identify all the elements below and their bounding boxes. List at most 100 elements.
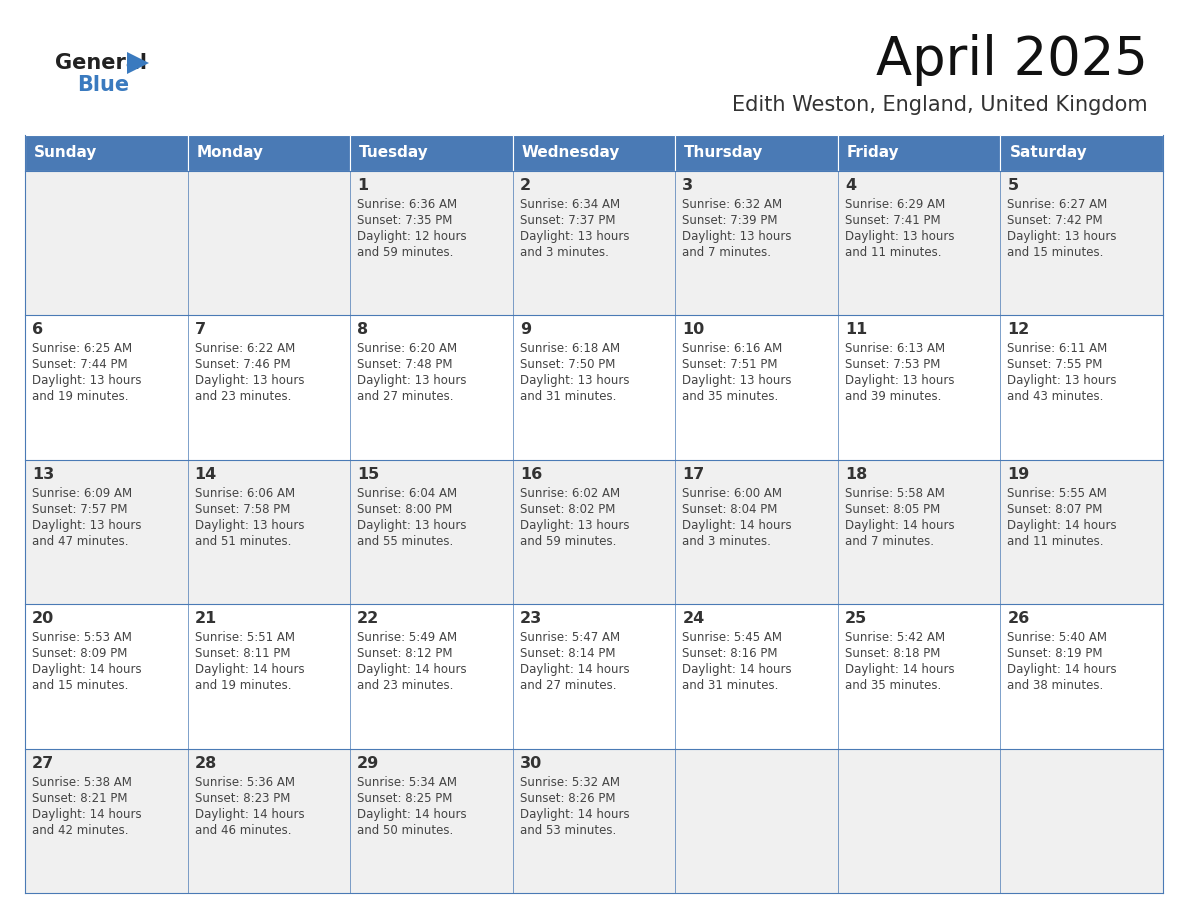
Text: Daylight: 13 hours: Daylight: 13 hours (682, 230, 791, 243)
Text: Sunset: 7:39 PM: Sunset: 7:39 PM (682, 214, 778, 227)
Text: 12: 12 (1007, 322, 1030, 338)
Bar (1000, 135, 1163, 171)
Bar (838, 171, 1000, 316)
Text: Sunrise: 6:00 AM: Sunrise: 6:00 AM (682, 487, 782, 499)
Text: Sunrise: 6:25 AM: Sunrise: 6:25 AM (32, 342, 132, 355)
Text: Sunset: 8:04 PM: Sunset: 8:04 PM (682, 503, 778, 516)
Text: Sunrise: 5:42 AM: Sunrise: 5:42 AM (845, 632, 944, 644)
Text: Sunrise: 5:49 AM: Sunrise: 5:49 AM (358, 632, 457, 644)
Text: Sunset: 8:12 PM: Sunset: 8:12 PM (358, 647, 453, 660)
Text: Sunrise: 5:40 AM: Sunrise: 5:40 AM (1007, 632, 1107, 644)
Bar (675, 171, 838, 316)
Text: 8: 8 (358, 322, 368, 338)
Text: and 46 minutes.: and 46 minutes. (195, 823, 291, 836)
Text: Sunrise: 6:29 AM: Sunrise: 6:29 AM (845, 198, 946, 211)
Bar (350, 604, 513, 748)
Text: Daylight: 14 hours: Daylight: 14 hours (1007, 519, 1117, 532)
Text: 20: 20 (32, 611, 55, 626)
Text: Sunset: 8:00 PM: Sunset: 8:00 PM (358, 503, 453, 516)
Text: Daylight: 14 hours: Daylight: 14 hours (682, 663, 792, 677)
Bar (675, 135, 838, 171)
Bar (188, 748, 350, 893)
Text: 3: 3 (682, 178, 694, 193)
Text: and 23 minutes.: and 23 minutes. (358, 679, 454, 692)
Text: Sunrise: 5:58 AM: Sunrise: 5:58 AM (845, 487, 944, 499)
Bar (350, 135, 513, 171)
Text: Daylight: 13 hours: Daylight: 13 hours (1007, 375, 1117, 387)
Text: Sunset: 7:42 PM: Sunset: 7:42 PM (1007, 214, 1102, 227)
Text: 30: 30 (519, 756, 542, 770)
Text: Daylight: 14 hours: Daylight: 14 hours (32, 808, 141, 821)
Text: Sunrise: 5:36 AM: Sunrise: 5:36 AM (195, 776, 295, 789)
Text: Sunset: 8:18 PM: Sunset: 8:18 PM (845, 647, 940, 660)
Bar (1000, 171, 1163, 316)
Text: Sunset: 7:53 PM: Sunset: 7:53 PM (845, 358, 940, 372)
Text: Daylight: 13 hours: Daylight: 13 hours (32, 375, 141, 387)
Text: 25: 25 (845, 611, 867, 626)
Text: and 47 minutes.: and 47 minutes. (32, 535, 128, 548)
Text: and 3 minutes.: and 3 minutes. (682, 535, 771, 548)
Text: Daylight: 14 hours: Daylight: 14 hours (358, 808, 467, 821)
Bar (25, 135, 188, 171)
Text: Sunset: 8:14 PM: Sunset: 8:14 PM (519, 647, 615, 660)
Text: and 31 minutes.: and 31 minutes. (519, 390, 617, 403)
Text: 27: 27 (32, 756, 55, 770)
Text: Sunrise: 6:34 AM: Sunrise: 6:34 AM (519, 198, 620, 211)
Text: Daylight: 14 hours: Daylight: 14 hours (1007, 663, 1117, 677)
Bar (25, 171, 188, 316)
Text: Sunday: Sunday (34, 145, 97, 161)
Text: Wednesday: Wednesday (522, 145, 620, 161)
Text: Sunrise: 6:11 AM: Sunrise: 6:11 AM (1007, 342, 1107, 355)
Text: and 27 minutes.: and 27 minutes. (358, 390, 454, 403)
Bar (1000, 748, 1163, 893)
Bar (188, 604, 350, 748)
Bar (188, 316, 350, 460)
Text: 19: 19 (1007, 466, 1030, 482)
Text: Sunset: 8:23 PM: Sunset: 8:23 PM (195, 791, 290, 804)
Text: Sunrise: 6:20 AM: Sunrise: 6:20 AM (358, 342, 457, 355)
Bar (513, 604, 675, 748)
Text: Daylight: 13 hours: Daylight: 13 hours (358, 375, 467, 387)
Text: and 55 minutes.: and 55 minutes. (358, 535, 454, 548)
Bar (838, 748, 1000, 893)
Bar (350, 171, 513, 316)
Text: Sunrise: 5:32 AM: Sunrise: 5:32 AM (519, 776, 620, 789)
Text: Daylight: 13 hours: Daylight: 13 hours (519, 230, 630, 243)
Text: and 51 minutes.: and 51 minutes. (195, 535, 291, 548)
Text: Daylight: 13 hours: Daylight: 13 hours (358, 519, 467, 532)
Bar (513, 460, 675, 604)
Text: Daylight: 13 hours: Daylight: 13 hours (1007, 230, 1117, 243)
Text: and 38 minutes.: and 38 minutes. (1007, 679, 1104, 692)
Text: Sunset: 7:58 PM: Sunset: 7:58 PM (195, 503, 290, 516)
Bar (675, 316, 838, 460)
Text: Daylight: 14 hours: Daylight: 14 hours (519, 663, 630, 677)
Text: 16: 16 (519, 466, 542, 482)
Bar (1000, 460, 1163, 604)
Text: and 59 minutes.: and 59 minutes. (519, 535, 617, 548)
Text: Sunrise: 5:45 AM: Sunrise: 5:45 AM (682, 632, 782, 644)
Text: General: General (55, 53, 147, 73)
Text: Sunrise: 5:47 AM: Sunrise: 5:47 AM (519, 632, 620, 644)
Text: Daylight: 14 hours: Daylight: 14 hours (195, 808, 304, 821)
Text: Sunset: 8:26 PM: Sunset: 8:26 PM (519, 791, 615, 804)
Text: Daylight: 14 hours: Daylight: 14 hours (845, 663, 954, 677)
Text: Daylight: 14 hours: Daylight: 14 hours (358, 663, 467, 677)
Text: and 59 minutes.: and 59 minutes. (358, 246, 454, 259)
Bar (25, 460, 188, 604)
Text: Daylight: 13 hours: Daylight: 13 hours (519, 519, 630, 532)
Text: Thursday: Thursday (684, 145, 764, 161)
Bar (838, 135, 1000, 171)
Text: and 43 minutes.: and 43 minutes. (1007, 390, 1104, 403)
Text: Sunrise: 6:22 AM: Sunrise: 6:22 AM (195, 342, 295, 355)
Bar (513, 316, 675, 460)
Bar (675, 604, 838, 748)
Bar (188, 460, 350, 604)
Text: 24: 24 (682, 611, 704, 626)
Text: and 11 minutes.: and 11 minutes. (845, 246, 941, 259)
Text: Blue: Blue (77, 75, 129, 95)
Text: 13: 13 (32, 466, 55, 482)
Text: and 23 minutes.: and 23 minutes. (195, 390, 291, 403)
Bar (838, 604, 1000, 748)
Bar (675, 460, 838, 604)
Text: Monday: Monday (196, 145, 264, 161)
